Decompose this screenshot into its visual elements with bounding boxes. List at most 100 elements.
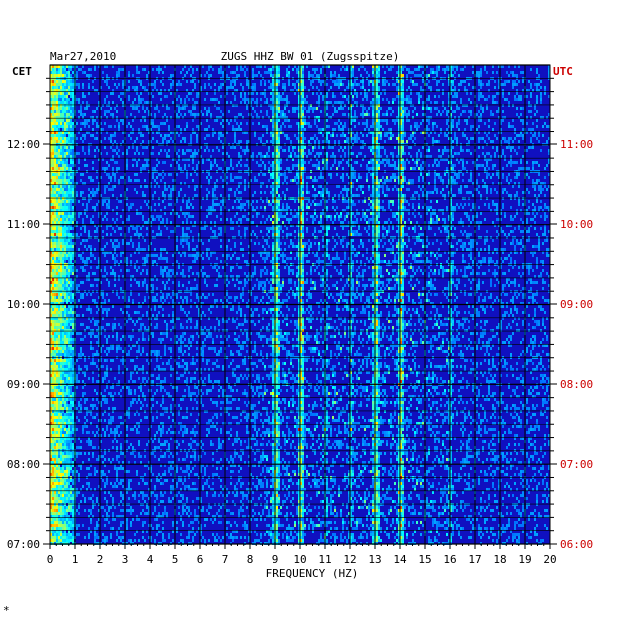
spectral-cell (306, 101, 308, 104)
spectral-cell (376, 71, 378, 74)
spectral-cell (54, 128, 56, 131)
spectral-cell (204, 86, 206, 89)
spectral-cell (362, 134, 364, 137)
spectral-cell (250, 155, 252, 158)
spectral-cell (278, 134, 280, 137)
spectral-cell (298, 65, 300, 68)
spectral-cell (462, 68, 464, 71)
spectral-cell (112, 209, 114, 212)
spectral-cell (348, 83, 350, 86)
spectral-cell (418, 206, 420, 209)
spectral-cell (106, 203, 108, 206)
spectral-cell (56, 179, 58, 182)
spectral-cell (300, 125, 302, 128)
spectral-cell (226, 101, 228, 104)
spectral-cell (432, 71, 434, 74)
spectral-cell (376, 107, 378, 110)
spectral-cell (500, 131, 502, 134)
spectral-cell (320, 80, 322, 83)
spectral-cell (548, 161, 550, 164)
spectral-cell (220, 218, 222, 221)
spectral-cell (258, 116, 260, 119)
spectral-cell (64, 167, 66, 170)
spectral-cell (288, 137, 290, 140)
spectral-cell (380, 119, 382, 122)
spectral-cell (66, 188, 68, 191)
spectral-cell (366, 119, 368, 122)
spectral-cell (422, 80, 424, 83)
spectral-cell (272, 194, 274, 197)
spectral-cell (362, 146, 364, 149)
spectral-cell (72, 146, 74, 149)
spectral-cell (158, 68, 160, 71)
spectral-cell (382, 209, 384, 212)
spectral-cell (316, 179, 318, 182)
spectral-cell (88, 188, 90, 191)
spectral-cell (334, 83, 336, 86)
spectral-cell (306, 182, 308, 185)
spectral-cell (538, 134, 540, 137)
spectral-cell (300, 194, 302, 197)
spectral-cell (518, 80, 520, 83)
spectral-cell (308, 125, 310, 128)
spectral-cell (452, 122, 454, 125)
spectral-cell (322, 140, 324, 143)
spectral-cell (356, 209, 358, 212)
spectral-cell (66, 65, 68, 68)
spectral-cell (384, 149, 386, 152)
spectral-cell (216, 98, 218, 101)
spectral-cell (68, 119, 70, 122)
spectral-cell (212, 164, 214, 167)
spectral-cell (176, 116, 178, 119)
spectral-cell (502, 176, 504, 179)
spectral-cell (250, 203, 252, 206)
spectral-cell (376, 65, 378, 68)
spectral-cell (104, 122, 106, 125)
spectral-cell (100, 140, 102, 143)
spectral-cell (56, 182, 58, 185)
spectral-cell (56, 131, 58, 134)
spectral-cell (516, 134, 518, 137)
spectral-cell (260, 92, 262, 95)
spectral-cell (276, 80, 278, 83)
spectral-cell (436, 173, 438, 176)
spectral-cell (70, 104, 72, 107)
spectral-cell (536, 182, 538, 185)
spectral-cell (400, 71, 402, 74)
spectral-cell (126, 188, 128, 191)
spectral-cell (198, 161, 200, 164)
spectral-cell (358, 83, 360, 86)
spectral-cell (412, 83, 414, 86)
spectral-cell (376, 173, 378, 176)
spectral-cell (398, 137, 400, 140)
spectral-cell (250, 98, 252, 101)
spectral-cell (60, 167, 62, 170)
spectral-cell (326, 83, 328, 86)
spectral-cell (132, 104, 134, 107)
spectral-cell (272, 200, 274, 203)
spectral-cell (166, 152, 168, 155)
spectral-cell (284, 176, 286, 179)
spectral-cell (366, 125, 368, 128)
spectral-cell (532, 179, 534, 182)
spectral-cell (498, 173, 500, 176)
spectral-cell (370, 104, 372, 107)
spectral-cell (452, 89, 454, 92)
spectral-cell (272, 104, 274, 107)
spectral-cell (252, 152, 254, 155)
spectral-cell (454, 65, 456, 68)
spectral-cell (430, 191, 432, 194)
spectral-cell (184, 137, 186, 140)
spectral-cell (494, 86, 496, 89)
spectral-cell (452, 74, 454, 77)
spectral-cell (58, 185, 60, 188)
spectral-cell (72, 173, 74, 176)
spectral-cell (82, 218, 84, 221)
spectral-cell (460, 98, 462, 101)
spectral-cell (72, 218, 74, 221)
spectral-cell (190, 173, 192, 176)
spectral-cell (248, 92, 250, 95)
spectral-cell (370, 125, 372, 128)
spectral-cell (104, 188, 106, 191)
spectral-cell (436, 71, 438, 74)
